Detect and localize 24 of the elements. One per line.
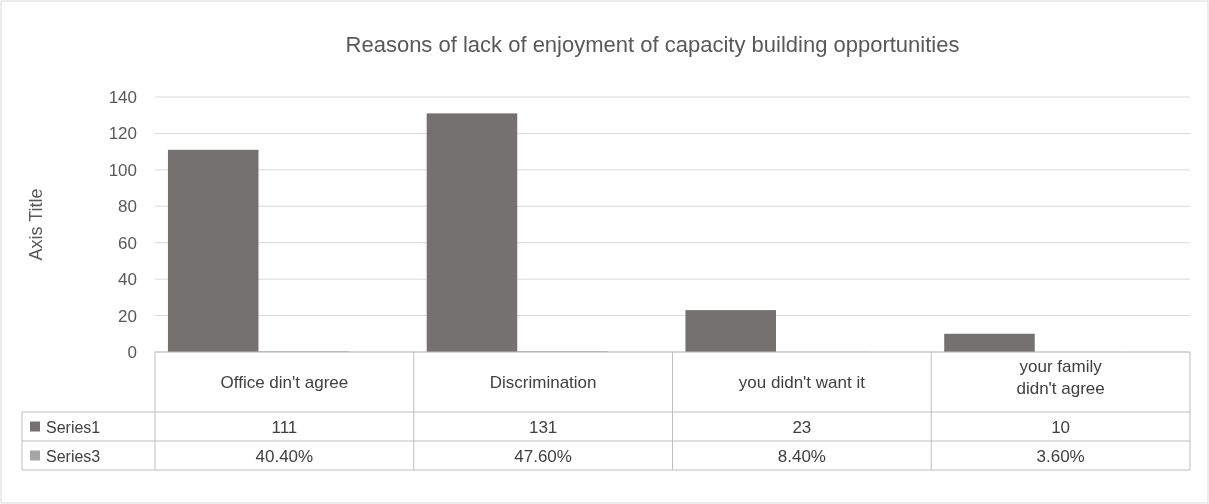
y-tick-label: 60: [118, 233, 137, 253]
y-tick-label: 140: [108, 87, 137, 107]
x-tick-label: your family didn't agree: [1016, 357, 1105, 398]
legend-label: Series3: [46, 447, 101, 465]
y-tick-label: 120: [108, 124, 137, 144]
y-tick-label: 80: [118, 197, 137, 217]
x-tick-label: you didn't want it: [738, 373, 866, 392]
y-tick-label: 40: [118, 270, 137, 290]
data-label: 3.60%: [1036, 446, 1085, 466]
data-label: 131: [528, 417, 558, 437]
y-tick-label: 20: [118, 306, 137, 326]
y-axis-title: Axis Title: [26, 188, 46, 261]
data-label: 47.60%: [514, 446, 572, 466]
data-label: 23: [792, 417, 812, 437]
y-tick-label: 0: [127, 342, 137, 362]
x-tick-label: Discrimination: [489, 373, 597, 392]
data-label: 8.40%: [777, 446, 826, 466]
y-tick-label: 100: [108, 160, 137, 180]
chart-title: Reasons of lack of enjoyment of capacity building opportunities: [345, 32, 960, 57]
data-label: 10: [1051, 417, 1071, 437]
x-tick-label: Office din't agree: [220, 373, 349, 392]
data-label: 111: [271, 417, 298, 437]
data-label: 40.40%: [255, 446, 314, 466]
legend-label: Series1: [46, 418, 101, 436]
